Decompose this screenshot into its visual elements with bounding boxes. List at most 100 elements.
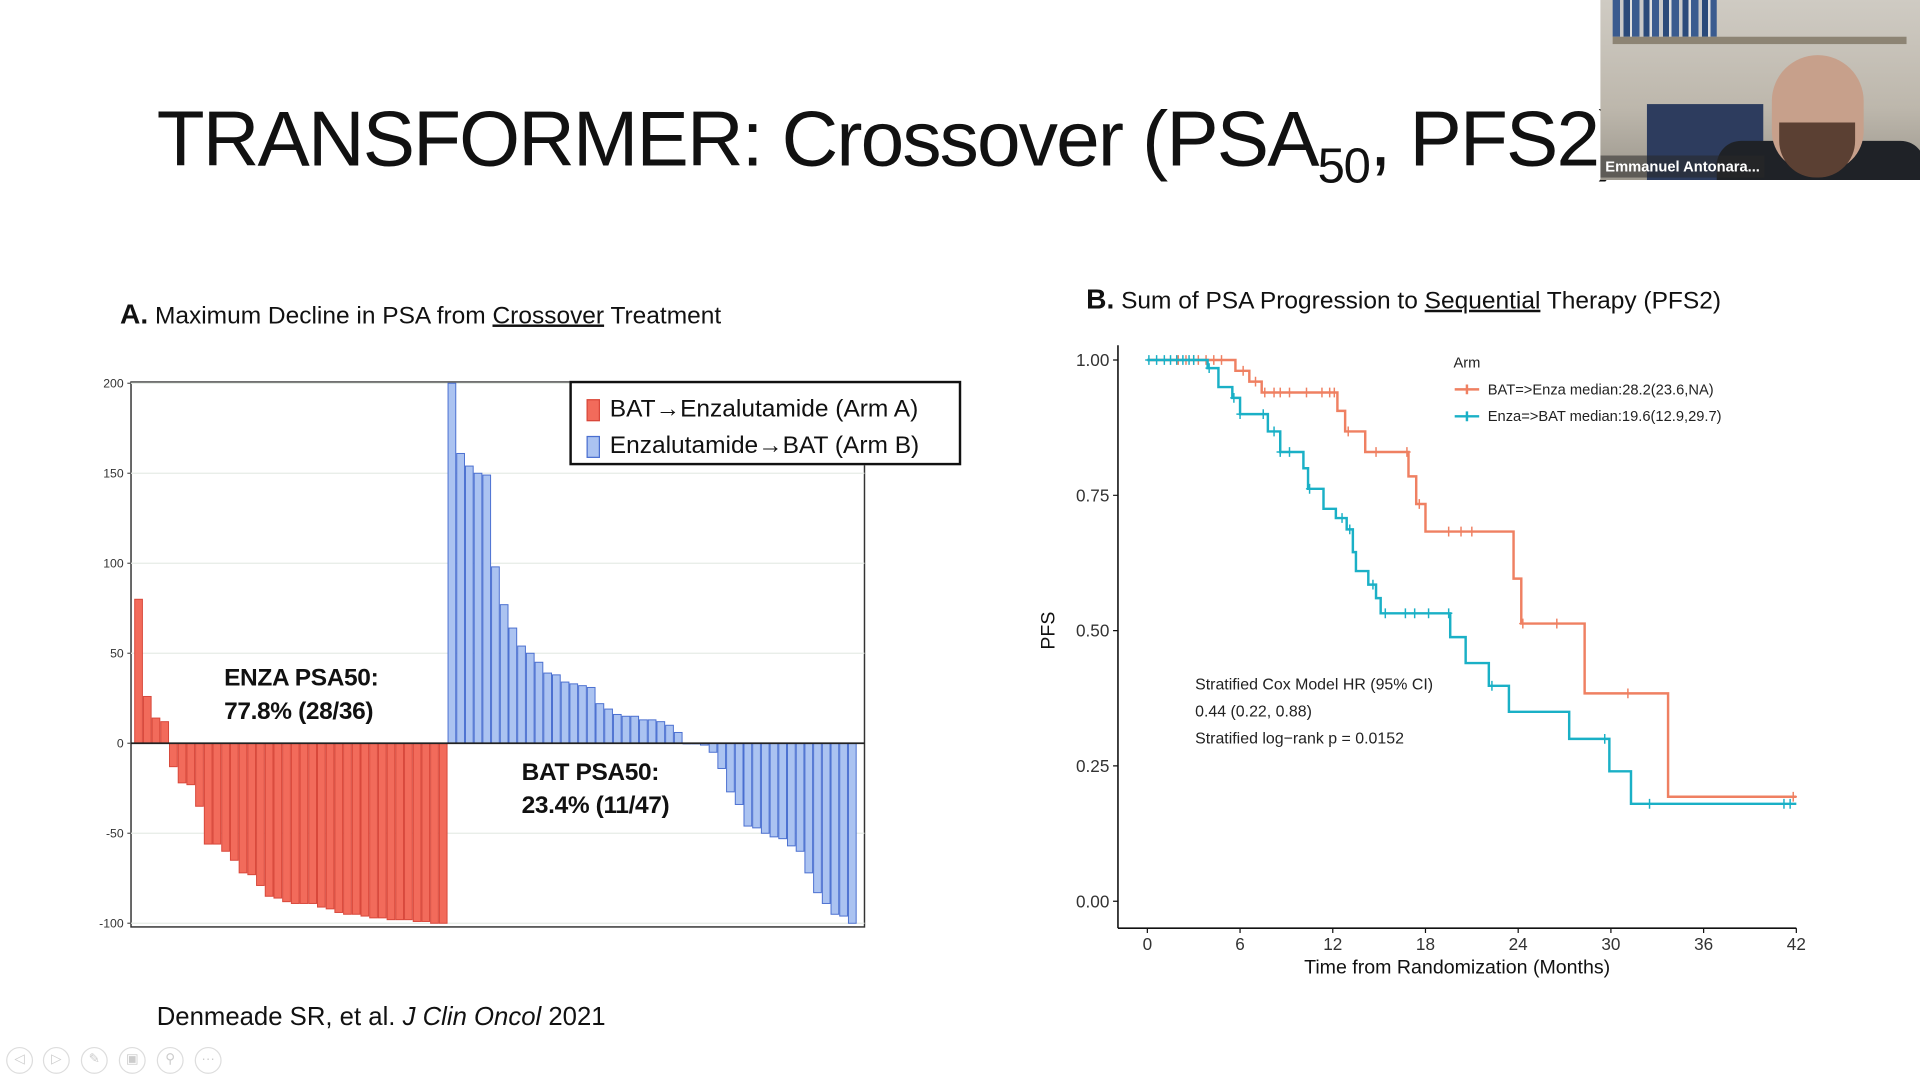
zoom-icon[interactable]: ⚲ [156,1046,184,1074]
y-tick-label: 200 [103,377,124,391]
bar-arm-b [586,686,596,744]
slides-icon[interactable]: ▣ [118,1046,146,1074]
bar-arm-b [830,742,840,915]
censor-mark [1152,355,1161,365]
waterfall-chart: 200 150 100 50 0 -50 -100 [99,377,866,931]
bar-arm-a [212,742,222,845]
bar-arm-a [325,742,335,910]
panel-b-letter: B. [1086,282,1115,315]
bar-arm-a [334,742,344,913]
bar-arm-a [369,742,378,919]
censor-mark [1261,387,1269,398]
x-axis-label: Time from Randomization (Months) [1304,956,1610,978]
bar-arm-b [578,685,587,744]
y-tick-label: 0.50 [1076,621,1109,641]
bar-arm-b [673,731,683,744]
pen-icon[interactable]: ✎ [80,1046,108,1074]
bar-arm-a [308,742,317,904]
bar-arm-b [473,472,483,744]
bar-arm-b [726,742,735,793]
x-tick-label: 0 [1143,934,1153,954]
webcam-video[interactable]: Emmanuel Antonara... [1600,0,1920,181]
bar-arm-a [221,742,230,852]
censor-mark [1302,387,1311,398]
y-tick-label: 50 [110,647,124,661]
censor-mark [1259,409,1267,420]
censor-mark [1488,680,1496,691]
bar-arm-b [743,742,753,827]
previous-icon[interactable]: ◁ [6,1046,34,1074]
legend-label-arm-a: BAT→Enzalutamide (Arm A) [609,395,919,423]
censor-mark [1381,608,1389,619]
censor-mark [1205,363,1213,374]
bar-arm-b [499,604,509,744]
y-tick-label: 1.00 [1076,350,1109,370]
x-tick-label: 42 [1787,934,1806,954]
censor-mark [1519,618,1527,629]
legend-title: Arm [1453,355,1480,371]
censor-mark [1780,798,1788,809]
bar-arm-a [177,742,187,784]
bar-arm-a [238,742,248,874]
bar-arm-a [247,742,257,876]
bar-arm-b [508,627,518,744]
panel-a-title-underlined: Crossover [492,302,605,330]
panel-a-letter: A. [120,297,149,330]
bar-arm-a [430,742,439,924]
censor-mark [1210,355,1218,365]
bar-arm-a [351,742,361,915]
censor-mark [1403,447,1411,457]
censor-mark [1415,499,1423,509]
censor-mark [1270,387,1278,398]
censor-mark [1645,798,1654,809]
next-icon[interactable]: ▷ [42,1046,70,1074]
x-tick-label: 36 [1694,934,1713,954]
censor-mark [1372,447,1380,457]
censor-mark [1285,387,1294,398]
y-tick-label: 0 [117,737,124,751]
cox-label: Stratified Cox Model HR (95% CI) [1195,674,1434,694]
more-icon[interactable]: ··· [194,1046,222,1074]
legend-label: BAT=>Enza median:28.2(23.6,NA) [1488,382,1714,398]
censor-mark [1145,355,1153,365]
participant-name: Emmanuel Antonara... [1600,155,1765,178]
legend-key-0 [1454,384,1480,395]
censor-mark [1444,526,1453,537]
bar-arm-b [804,742,814,874]
censor-mark [1444,608,1453,619]
bat-psa50-label: BAT PSA50: [521,759,660,787]
bar-arm-b [717,742,727,769]
censor-mark [1217,355,1226,365]
censor-mark [1369,579,1377,590]
censor-mark [1190,355,1198,365]
x-tick-label: 30 [1601,934,1620,954]
bar-arm-b [760,742,770,834]
censor-mark [1410,608,1419,619]
bar-arm-b [595,703,605,744]
y-tick-label: 150 [103,467,124,481]
panel-b-title-text: Sum of PSA Progression to [1114,287,1425,315]
hazard-ratio: 0.44 (0.22, 0.88) [1195,701,1312,721]
bar-arm-b [813,742,822,894]
panel-b-title-underlined: Sequential [1424,287,1541,315]
censor-mark [1601,733,1609,744]
bar-arm-b [734,742,744,805]
censor-mark [1786,798,1794,809]
bar-arm-a [412,742,422,922]
citation-authors: Denmeade SR, et al. [156,1002,403,1032]
bar-arm-a [404,742,413,921]
citation-journal: J Clin Oncol [402,1002,542,1032]
bar-arm-a [186,742,196,786]
bar-arm-a [229,742,239,861]
censor-mark [1285,447,1294,457]
x-tick-label: 12 [1323,934,1342,954]
bar-arm-a [377,742,387,919]
bar-arm-a [360,742,370,917]
censor-mark [1270,426,1278,437]
censor-mark [1276,387,1284,398]
censor-mark [1166,355,1175,365]
bar-arm-b [552,674,561,744]
bar-arm-b [847,742,857,924]
bar-arm-b [647,719,657,744]
